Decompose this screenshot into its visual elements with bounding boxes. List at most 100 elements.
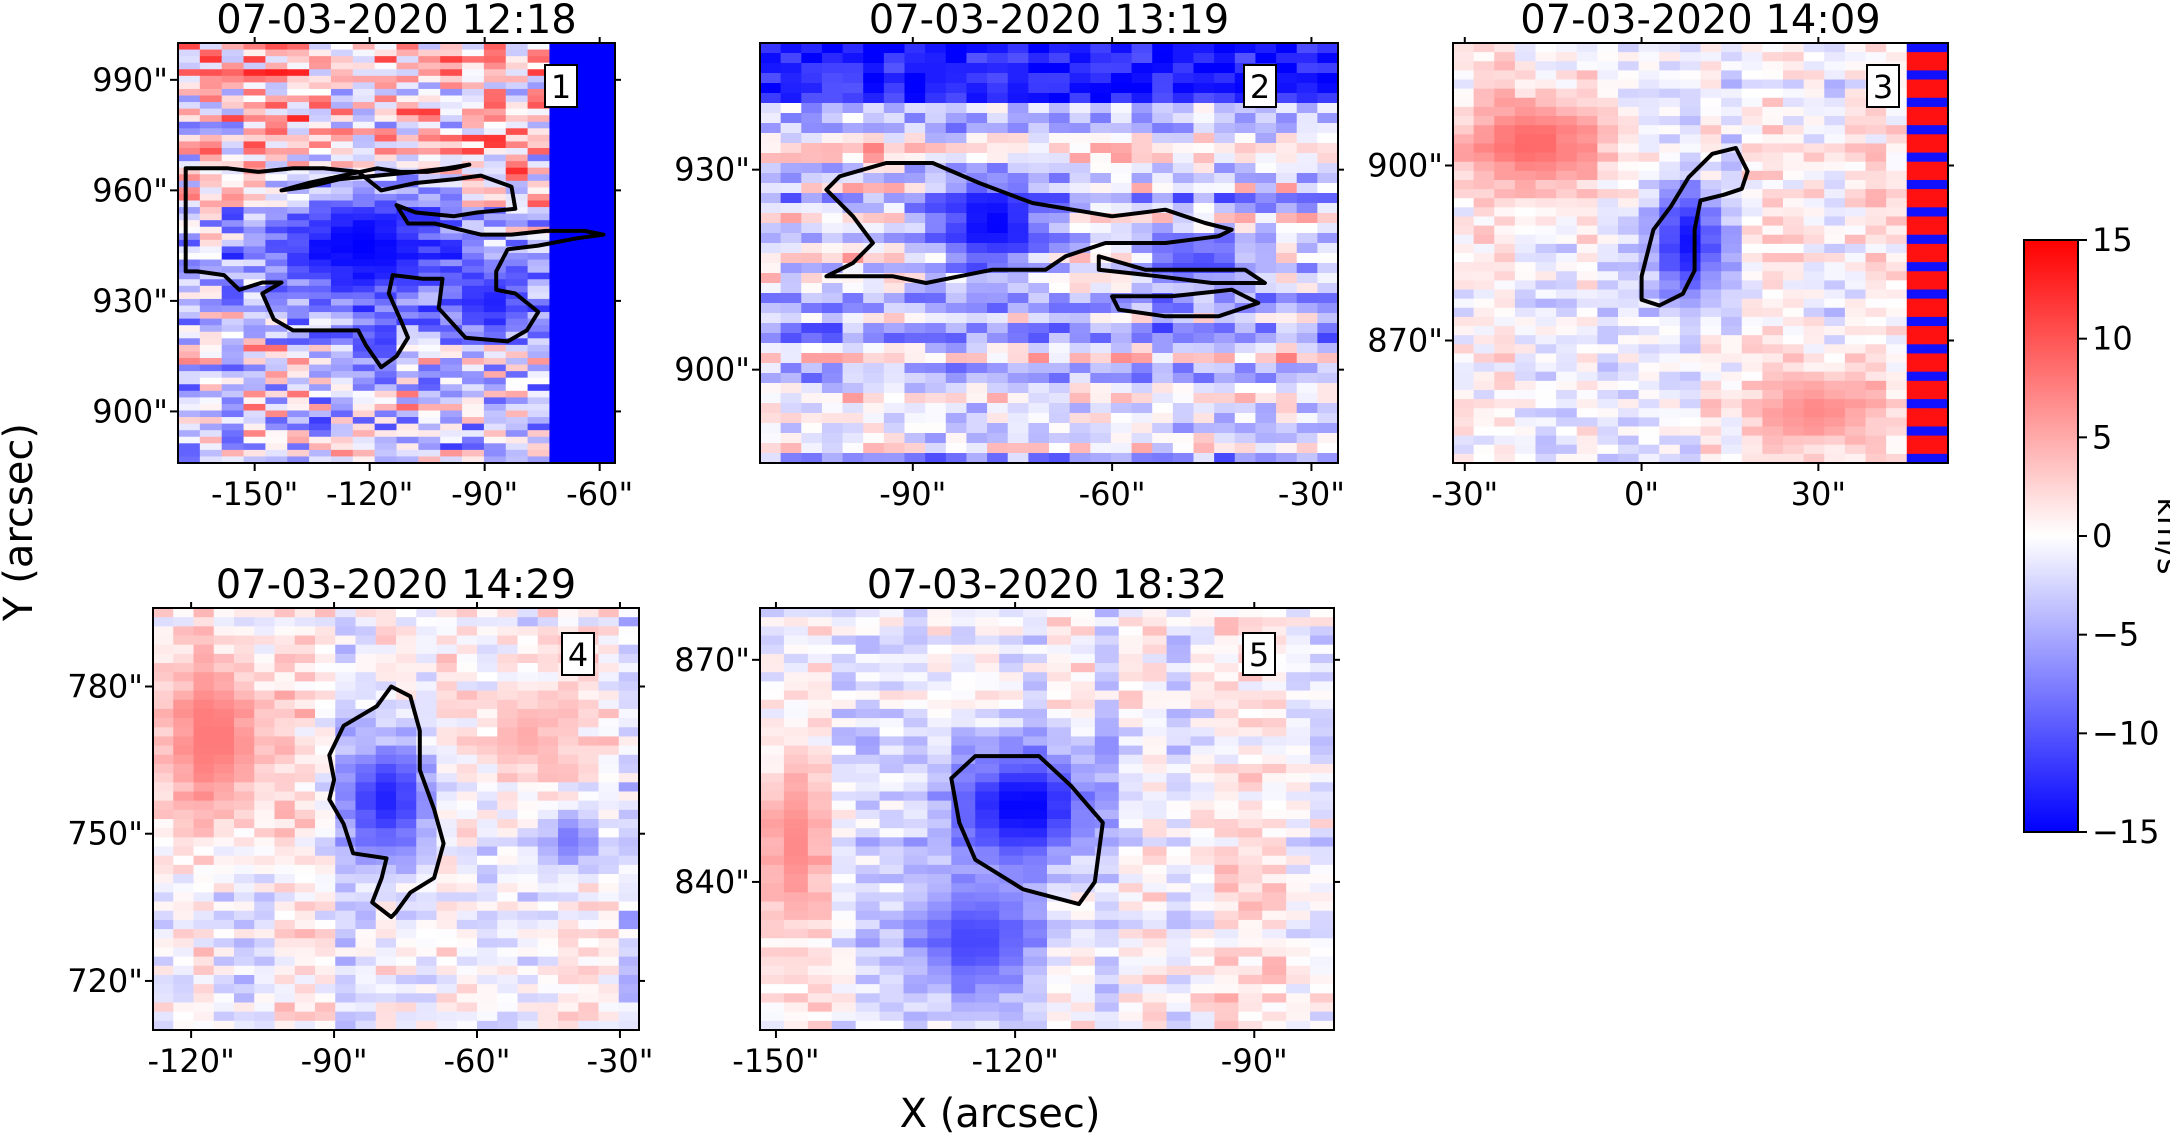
heatmap-cell bbox=[1514, 179, 1537, 190]
heatmap-cell bbox=[1762, 408, 1784, 418]
heatmap-cell bbox=[330, 187, 354, 195]
heatmap-cell bbox=[477, 947, 498, 958]
heatmap-cell bbox=[578, 773, 600, 783]
heatmap-cell bbox=[505, 397, 529, 405]
heatmap-cell bbox=[780, 233, 802, 244]
heatmap-cell bbox=[1886, 143, 1908, 154]
heatmap-cell bbox=[1679, 207, 1702, 218]
heatmap-cell bbox=[593, 128, 616, 136]
heatmap-cell bbox=[436, 883, 458, 893]
heatmap-cell bbox=[598, 1002, 620, 1013]
heatmap-cell bbox=[1844, 362, 1867, 373]
heatmap-cell bbox=[221, 102, 245, 110]
heatmap-cell bbox=[1473, 225, 1495, 236]
heatmap-cell bbox=[355, 993, 377, 1004]
heatmap-cell bbox=[265, 233, 288, 241]
heatmap-cell bbox=[1193, 373, 1215, 384]
heatmap-cell bbox=[760, 143, 782, 154]
heatmap-cell bbox=[193, 690, 215, 701]
heatmap-cell bbox=[1255, 113, 1277, 124]
heatmap-cell bbox=[287, 312, 310, 320]
heatmap-cell bbox=[199, 344, 223, 353]
heatmap-cell bbox=[462, 305, 485, 313]
heatmap-cell bbox=[1028, 383, 1050, 394]
heatmap-cell bbox=[1679, 134, 1702, 145]
heatmap-cell bbox=[904, 283, 926, 294]
heatmap-cell bbox=[254, 993, 276, 1004]
heatmap-cell bbox=[760, 93, 782, 104]
heatmap-cell bbox=[254, 1002, 276, 1013]
heatmap-cell bbox=[863, 313, 885, 324]
heatmap-cell bbox=[436, 635, 458, 646]
heatmap-cell bbox=[1824, 399, 1846, 409]
heatmap-cell bbox=[221, 292, 245, 300]
heatmap-cell bbox=[352, 292, 376, 300]
heatmap-cell bbox=[243, 246, 266, 254]
y-tick-label: 900" bbox=[92, 392, 168, 430]
heatmap-cell bbox=[462, 148, 485, 156]
heatmap-cell bbox=[1618, 271, 1640, 281]
heatmap-cell bbox=[294, 947, 316, 958]
heatmap-cell bbox=[1906, 253, 1928, 263]
heatmap-cell bbox=[355, 956, 377, 967]
heatmap-cell bbox=[1234, 193, 1257, 204]
heatmap-cell bbox=[330, 200, 354, 208]
heatmap-cell bbox=[199, 318, 223, 326]
heatmap-cell bbox=[578, 745, 600, 756]
heatmap-cell bbox=[1638, 316, 1660, 327]
heatmap-cell bbox=[1927, 170, 1949, 181]
heatmap-cell bbox=[1803, 243, 1825, 254]
heatmap-cell bbox=[527, 417, 551, 425]
heatmap-cell bbox=[396, 736, 417, 747]
heatmap-cell bbox=[483, 456, 507, 464]
heatmap-cell bbox=[477, 608, 498, 618]
heatmap-cell bbox=[199, 226, 223, 234]
heatmap-cell bbox=[1023, 672, 1048, 682]
heatmap-cell bbox=[505, 279, 529, 287]
heatmap-cell bbox=[1255, 323, 1277, 334]
heatmap-cell bbox=[294, 965, 316, 976]
heatmap-cell bbox=[537, 901, 559, 912]
heatmap-cell bbox=[1721, 88, 1743, 99]
heatmap-cell bbox=[213, 864, 235, 875]
heatmap-cell bbox=[1659, 52, 1681, 62]
heatmap-cell bbox=[173, 681, 195, 692]
heatmap-cell bbox=[1049, 193, 1071, 204]
heatmap-cell bbox=[456, 754, 478, 765]
heatmap-cell bbox=[1659, 125, 1681, 135]
heatmap-cell bbox=[1865, 453, 1887, 464]
heatmap-cell bbox=[966, 103, 988, 114]
heatmap-cell bbox=[1069, 433, 1091, 444]
heatmap-cell bbox=[549, 403, 572, 412]
heatmap-cell bbox=[571, 403, 594, 412]
heatmap-cell bbox=[375, 883, 397, 893]
heatmap-cell bbox=[517, 782, 539, 793]
heatmap-cell bbox=[287, 423, 310, 431]
heatmap-cell bbox=[1700, 198, 1722, 208]
heatmap-cell bbox=[243, 108, 266, 116]
heatmap-cell bbox=[1214, 173, 1236, 184]
heatmap-cell bbox=[1844, 134, 1867, 145]
heatmap-cell bbox=[1700, 316, 1722, 327]
contour-lines bbox=[183, 162, 606, 370]
heatmap-cell bbox=[593, 338, 616, 346]
heatmap-cell bbox=[1007, 83, 1029, 94]
heatmap-cell bbox=[780, 303, 802, 314]
heatmap-cell bbox=[287, 298, 310, 307]
heatmap-cell bbox=[1741, 179, 1763, 190]
heatmap-cell bbox=[462, 292, 485, 300]
heatmap-cell bbox=[1721, 179, 1743, 190]
heatmap-cell bbox=[925, 123, 947, 134]
heatmap-cell bbox=[265, 95, 288, 103]
heatmap-cell bbox=[593, 62, 616, 70]
heatmap-cell bbox=[243, 259, 266, 267]
heatmap-cell bbox=[352, 298, 376, 307]
heatmap-cell bbox=[505, 417, 529, 425]
heatmap-cell bbox=[1276, 283, 1298, 294]
heatmap-cell bbox=[801, 123, 823, 134]
heatmap-cell bbox=[418, 377, 441, 385]
heatmap-cell bbox=[287, 292, 310, 300]
heatmap-cell bbox=[1535, 335, 1557, 345]
heatmap-cell bbox=[1214, 53, 1236, 64]
heatmap-cell bbox=[1721, 161, 1743, 172]
